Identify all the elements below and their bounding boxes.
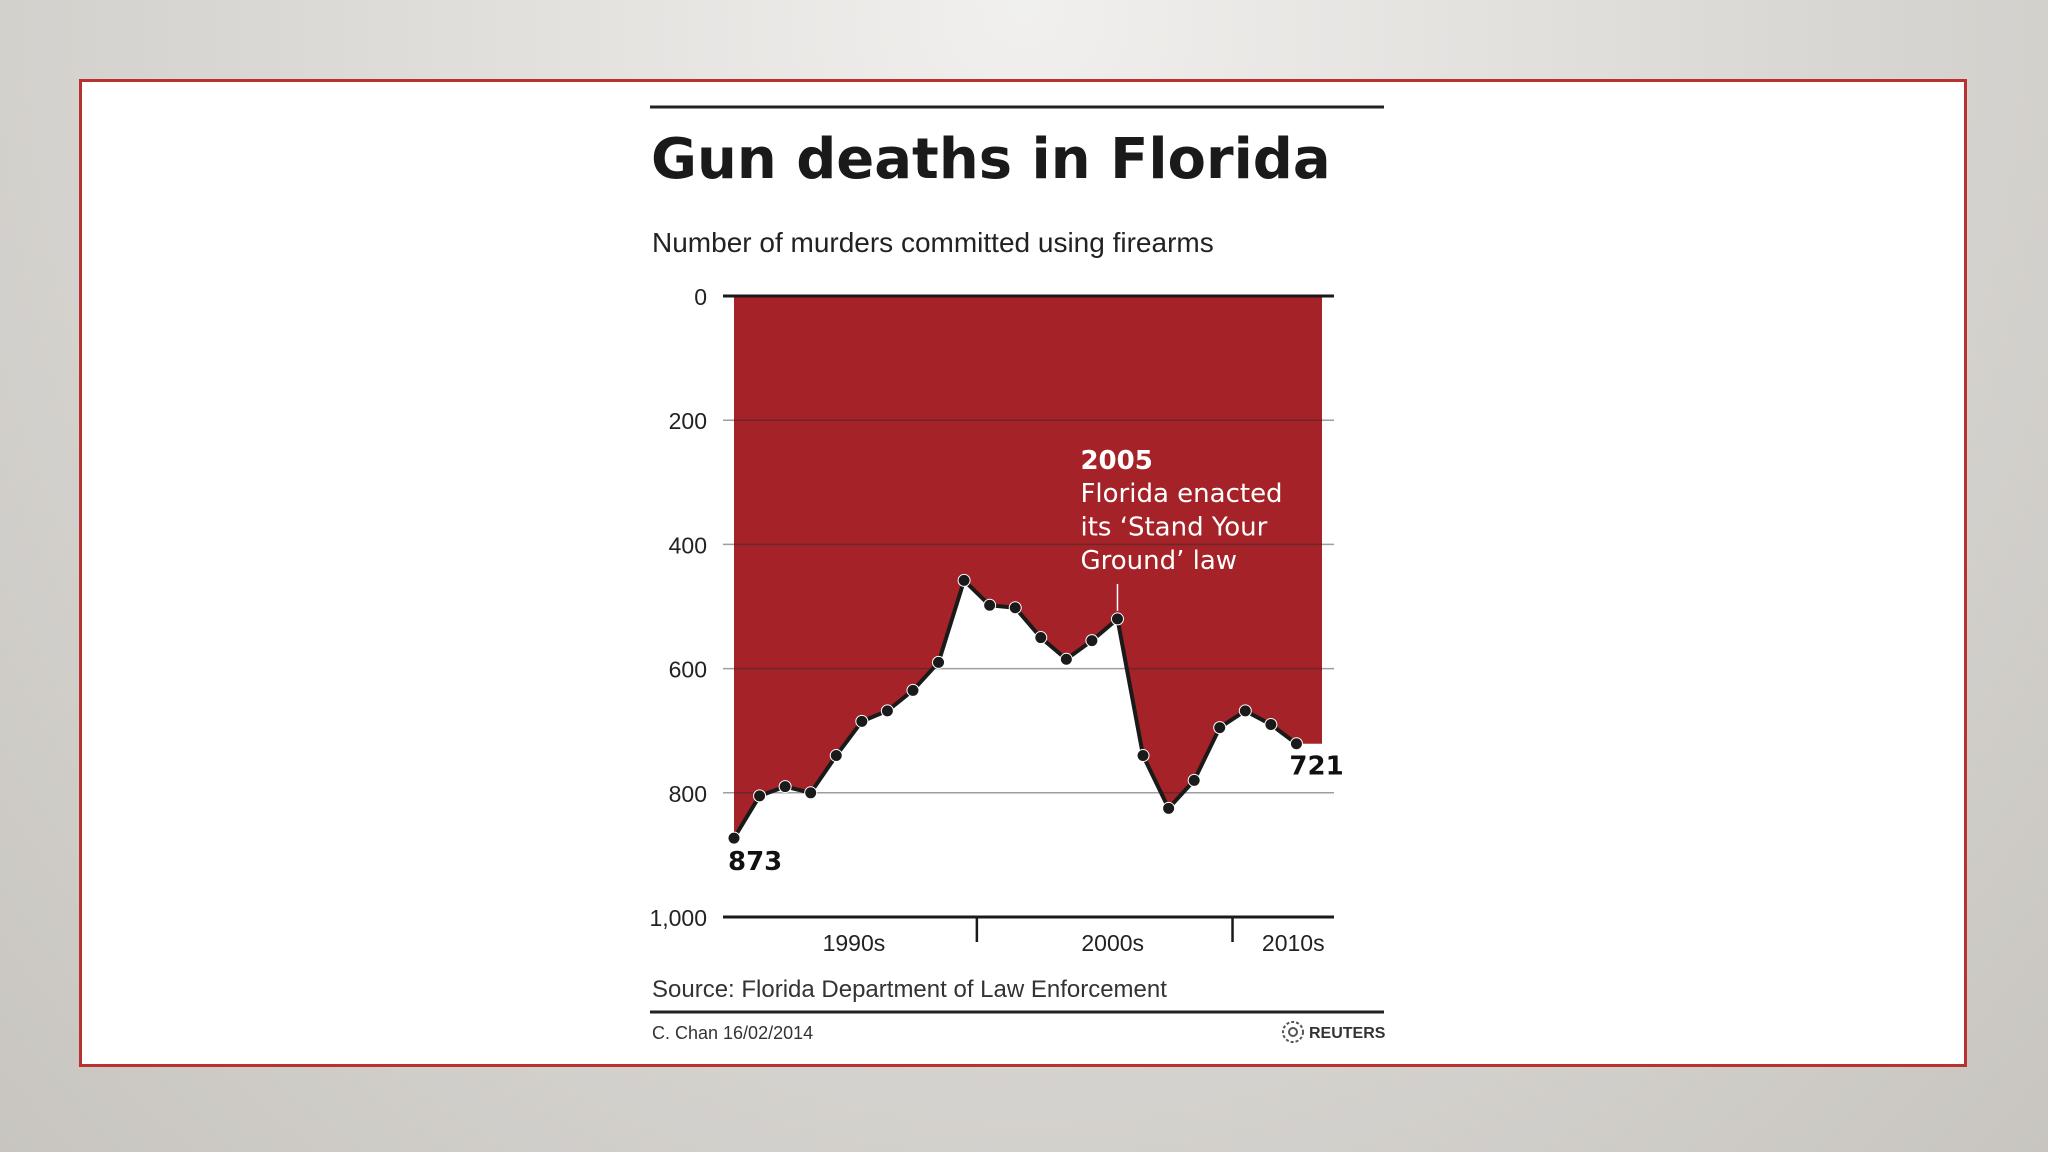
y-tick-label: 0 [694,284,707,310]
x-tick-label: 2000s [1081,930,1144,956]
y-tick-label: 800 [669,781,707,807]
plot-area: 0 200 400 600 800 1,000 1990s 2000s 2010s 873 721 2… [649,284,1343,956]
data-point [753,789,767,803]
y-tick-label: 400 [669,532,707,558]
data-point [1213,721,1227,735]
data-point [906,683,920,697]
chart-subtitle: Number of murders committed using firear… [652,227,1214,258]
data-point [957,573,971,587]
data-point [1162,801,1176,815]
x-tick-label: 2010s [1262,930,1325,956]
data-point [804,786,818,800]
data-point [1264,717,1278,731]
slide-frame: Gun deaths in Florida Number of murders … [79,79,1967,1067]
annotation-line: Ground’ law [1080,546,1237,576]
data-point [1085,634,1099,648]
data-point [1008,601,1022,615]
data-point [1034,631,1048,645]
source-note: Source: Florida Department of Law Enforc… [652,976,1167,1003]
data-point [880,704,894,718]
data-point [855,714,869,728]
reuters-logo-icon [1282,1021,1304,1043]
y-tick-label: 1,000 [649,905,707,931]
data-point [1059,652,1073,666]
data-point [1289,737,1303,751]
data-point [1110,612,1124,626]
area-fill [734,296,1322,839]
data-point [727,831,741,845]
data-point [1238,704,1252,718]
annotation-line: its ‘Stand Your [1080,512,1267,542]
x-tick-label: 1990s [823,930,886,956]
chart: Gun deaths in Florida Number of murders … [649,105,1386,1043]
end-value-label: 721 [1289,752,1343,782]
annotation-line: Florida enacted [1080,479,1282,509]
data-point [1187,773,1201,787]
data-point [829,749,843,763]
annotation-year: 2005 [1080,446,1152,476]
data-point [778,780,792,794]
start-value-label: 873 [728,847,782,877]
data-point [932,655,946,669]
brand-name: REUTERS [1309,1025,1386,1042]
chart-title: Gun deaths in Florida [651,127,1331,192]
y-tick-label: 600 [669,657,707,683]
credit-line: C. Chan 16/02/2014 [652,1023,813,1043]
y-tick-label: 200 [669,408,707,434]
data-point [983,598,997,612]
data-point [1136,749,1150,763]
